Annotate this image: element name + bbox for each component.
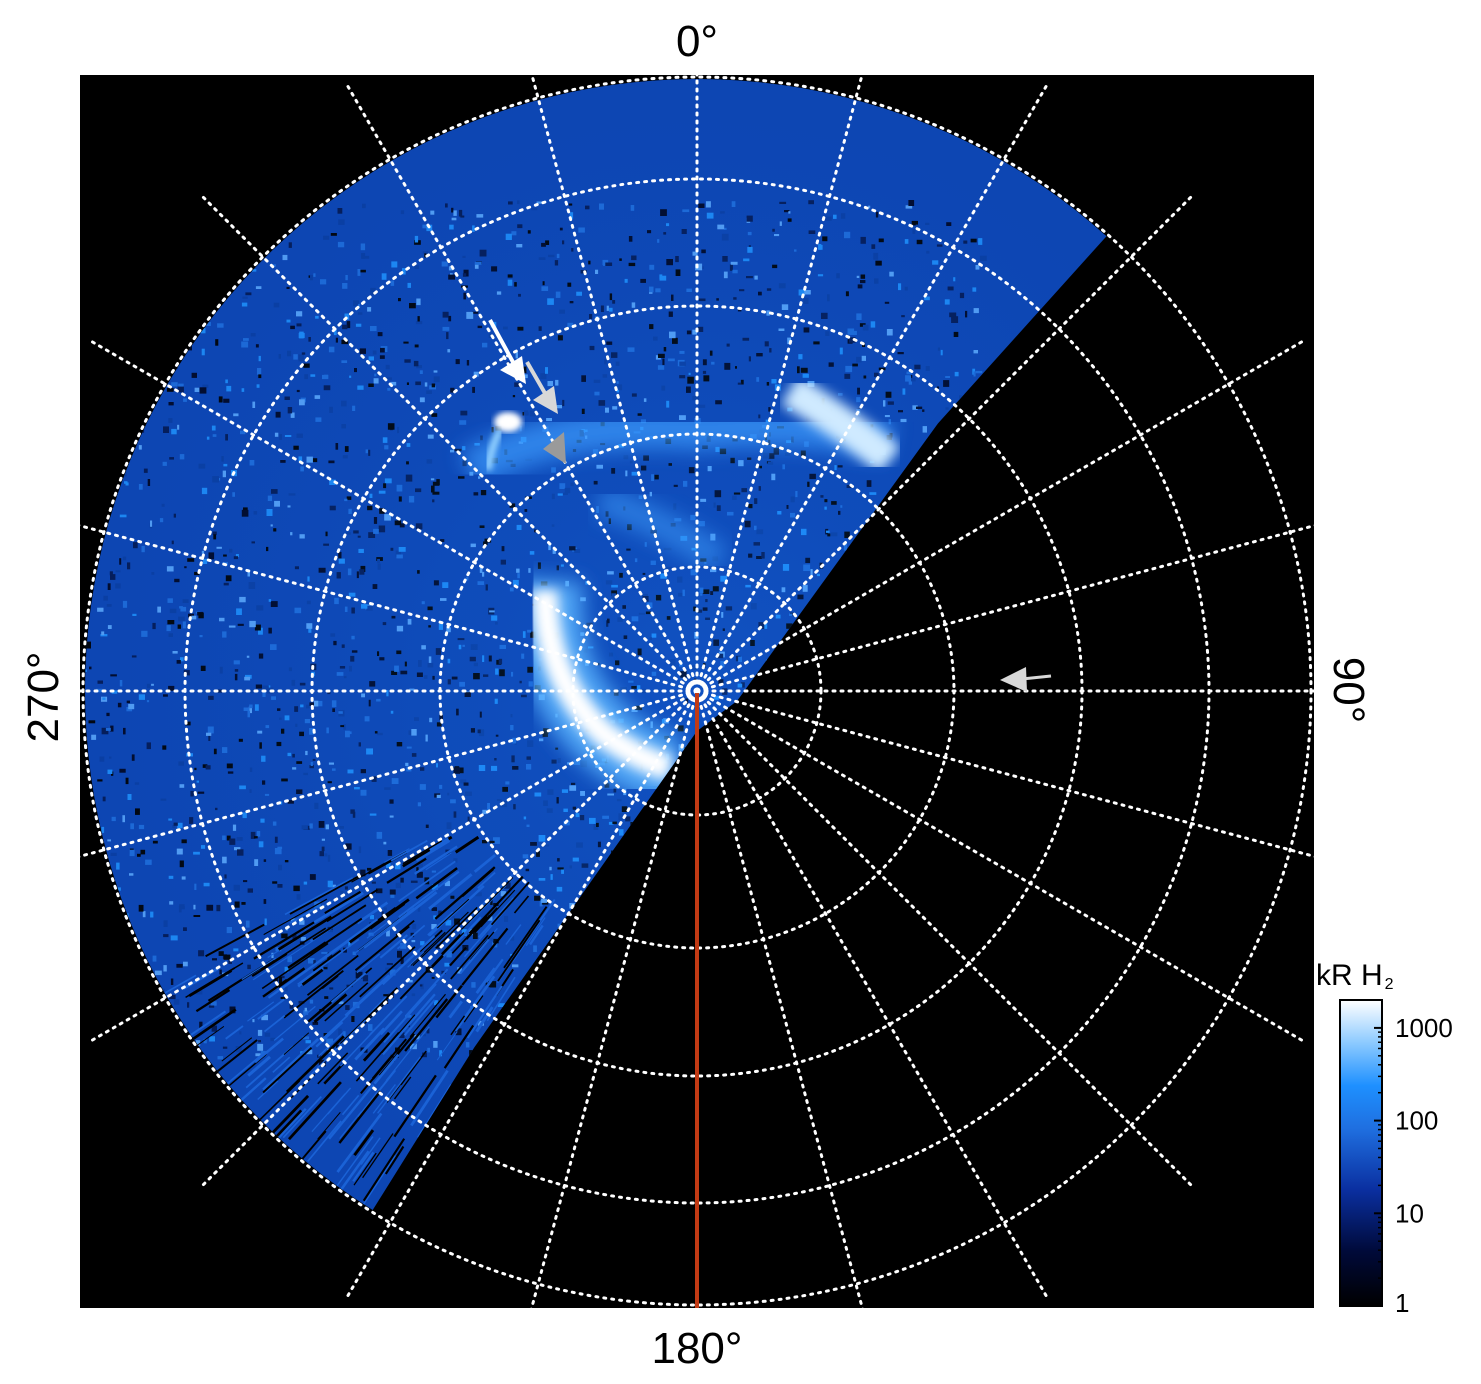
meridian-gridline <box>89 689 699 1043</box>
meridian-gridline <box>695 689 1194 1188</box>
colorbar-tick-label: 1000 <box>1395 1013 1453 1043</box>
colorbar-tick-label: 100 <box>1395 1106 1438 1136</box>
label-right: 90° <box>1324 657 1373 724</box>
meridian-gridline <box>80 524 699 693</box>
colorbar-gradient <box>1339 999 1383 1307</box>
meridian-gridline <box>695 194 1194 693</box>
main-auroral-oval-core <box>532 589 674 781</box>
polar-grid <box>80 75 1314 1308</box>
meridian-gridline <box>695 524 1314 693</box>
label-left: 270° <box>19 651 68 742</box>
meridian-gridline <box>695 689 1049 1299</box>
meridian-gridline <box>530 689 699 1308</box>
dawn-auroral-arc <box>781 375 901 474</box>
meridian-gridline <box>695 339 1305 693</box>
meridian-gridline <box>200 194 699 693</box>
latitude-ring <box>81 75 1313 1307</box>
meridian-gridline <box>695 75 864 693</box>
label-top: 0° <box>676 17 718 66</box>
light-gray-arrow <box>525 361 558 414</box>
footprint-tail <box>484 428 504 471</box>
inner-emission <box>595 485 729 573</box>
meridian-gridline <box>345 83 699 693</box>
meridian-gridline <box>695 689 864 1308</box>
colorbar-ticks: 1000 100 10 1 <box>1374 999 1453 1318</box>
radial-streaks <box>142 835 556 1210</box>
label-bottom: 180° <box>651 1324 742 1373</box>
right-gray-arrow <box>1000 667 1052 692</box>
gray-arrowhead <box>543 432 566 464</box>
meridian-gridline <box>695 689 1314 858</box>
io-footprint-spot <box>494 412 522 432</box>
colorbar-tick-label: 10 <box>1395 1198 1424 1228</box>
colorbar-tick-label: 1 <box>1395 1288 1409 1318</box>
white-arrow <box>488 319 526 384</box>
meridian-gridline <box>200 689 699 1188</box>
meridian-gridline <box>695 689 1305 1043</box>
meridian-gridline <box>345 689 699 1299</box>
meridian-gridline <box>80 689 699 858</box>
meridian-gridline <box>530 75 699 693</box>
meridian-gridline <box>695 83 1049 693</box>
meridian-gridline <box>89 339 699 693</box>
